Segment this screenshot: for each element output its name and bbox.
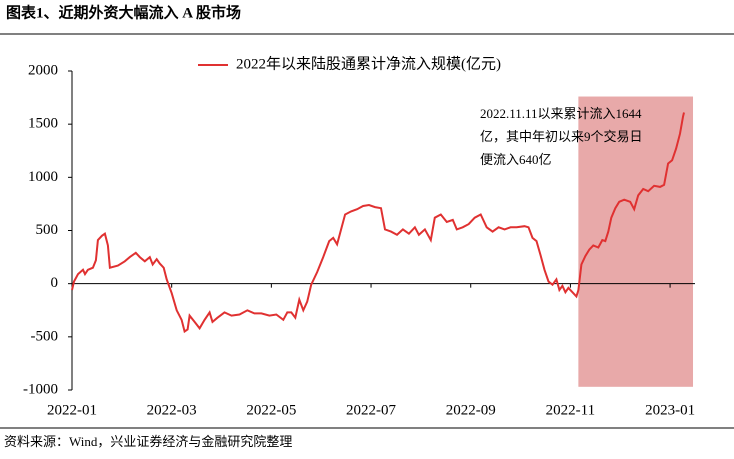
x-tick-label: 2022-03 [147,402,197,418]
x-tick-label: 2022-07 [346,402,396,418]
annotation: 便流入640亿 [480,152,552,167]
x-tick-label: 2022-05 [246,402,296,418]
source: 资料来源：Wind，兴业证券经济与金融研究院整理 [4,434,292,449]
y-tick-label: -1000 [23,381,58,397]
x-tick-label: 2022-09 [446,402,496,418]
y-tick-label: 1500 [28,116,58,132]
annotation: 2022.11.11以来累计流入1644 [480,106,642,121]
x-tick-label: 2022-11 [546,402,595,418]
y-tick-label: 0 [51,275,59,291]
chart-title: 图表1、近期外资大幅流入 A 股市场 [6,3,241,21]
x-tick-label: 2023-01 [645,402,695,418]
annotation: 亿，其中年初以来9个交易日 [480,129,643,144]
line-series [71,112,685,334]
legend-label: 2022年以来陆股通累计净流入规模(亿元) [236,55,501,72]
y-tick-label: 500 [36,222,59,238]
highlight-region [578,96,694,387]
y-tick-label: 1000 [28,169,58,185]
y-tick-label: 2000 [28,62,58,78]
y-tick-label: -500 [31,328,59,344]
x-tick-label: 2022-01 [47,402,97,418]
